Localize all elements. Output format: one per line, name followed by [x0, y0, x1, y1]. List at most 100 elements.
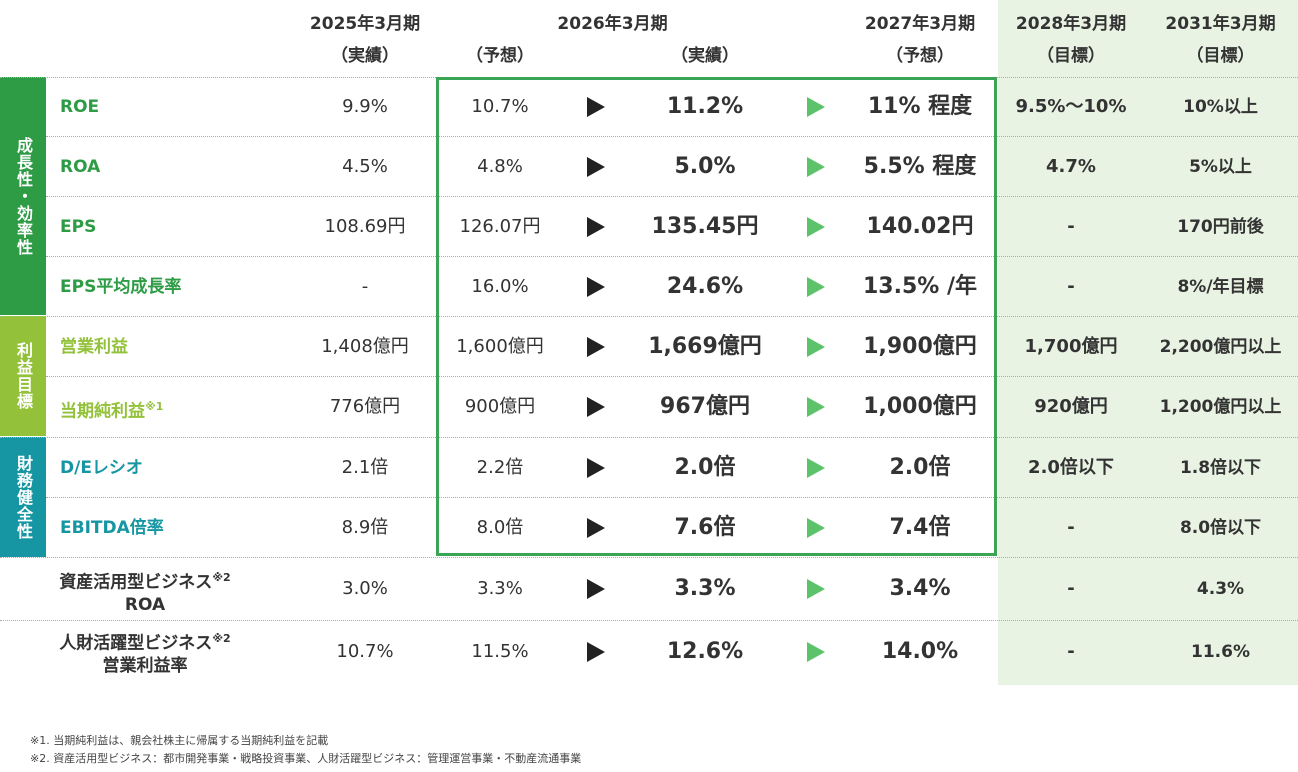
table-row: ROE 9.9% 10.7% 11.2% 11% 程度 9.5%〜10% 10%… — [0, 77, 1298, 137]
value-2026-actual: 5.0% — [674, 154, 736, 179]
value-2026-forecast: 11.5% — [471, 641, 529, 662]
header-2026-forecast: （予想） — [466, 46, 534, 66]
header-2025: 2025年3月期 （実績） — [300, 8, 430, 72]
header-2031: 2031年3月期 （目標） — [1148, 8, 1293, 72]
row-divider — [0, 437, 1298, 438]
row-divider — [46, 497, 1298, 498]
value-2031: 2,200億円以上 — [1159, 337, 1282, 357]
value-2026-actual: 135.45円 — [651, 214, 759, 239]
category-financial: 財務健全性 — [0, 437, 46, 557]
header-2027-type: （予想） — [886, 46, 954, 66]
value-2028: - — [1067, 517, 1075, 538]
value-2027: 7.4倍 — [889, 515, 951, 540]
value-2027: 1,900億円 — [863, 334, 977, 359]
value-2028: 2.0倍以下 — [1028, 457, 1114, 478]
arrow-icon — [586, 257, 606, 317]
value-2026-forecast: 126.07円 — [459, 216, 541, 237]
row-divider — [0, 557, 1298, 558]
row-divider — [46, 196, 1298, 197]
header-2026-actual: （実績） — [671, 46, 739, 66]
header-2028-year: 2028年3月期 — [1015, 14, 1127, 34]
header-2027: 2027年3月期 （予想） — [845, 8, 995, 72]
arrow-icon — [806, 438, 826, 498]
value-2026-forecast: 2.2倍 — [476, 457, 524, 478]
value-2028: - — [1067, 578, 1075, 599]
value-2025: 9.9% — [342, 96, 388, 117]
value-2028: 9.5%〜10% — [1015, 96, 1127, 117]
footnote-1: ※1. 当期純利益は、親会社株主に帰属する当期純利益を記載 — [30, 734, 329, 747]
value-2027: 140.02円 — [866, 214, 974, 239]
footnote-mark: ※2 — [212, 632, 231, 645]
value-2025: 776億円 — [329, 396, 401, 417]
value-2026-actual: 2.0倍 — [674, 455, 736, 480]
value-2025: 4.5% — [342, 156, 388, 177]
row-label: 当期純利益※1 — [60, 400, 164, 422]
row-label: 営業利益 — [60, 337, 128, 357]
table-row: EPS 108.69円 126.07円 135.45円 140.02円 - 17… — [0, 197, 1298, 257]
value-2027: 1,000億円 — [863, 394, 977, 419]
row-label: ROA — [60, 157, 101, 177]
value-2025: 10.7% — [336, 641, 394, 662]
row-divider — [46, 136, 1298, 137]
footnote-mark: ※2 — [212, 571, 231, 584]
arrow-icon — [586, 317, 606, 377]
highlight-box — [436, 77, 997, 556]
arrow-icon — [806, 377, 826, 437]
value-2027: 5.5% 程度 — [863, 154, 977, 179]
arrow-icon — [806, 197, 826, 257]
arrow-icon — [586, 438, 606, 498]
row-label: ROE — [60, 97, 100, 117]
table-row: 人財活躍型ビジネス※2 営業利益率 10.7% 11.5% 12.6% 14.0… — [0, 622, 1298, 682]
value-2026-forecast: 8.0倍 — [476, 517, 524, 538]
arrow-icon — [586, 197, 606, 257]
arrow-icon — [586, 498, 606, 558]
arrow-icon — [586, 559, 606, 619]
value-2026-forecast: 900億円 — [464, 396, 536, 417]
value-2028: - — [1067, 641, 1075, 662]
header-2025-type: （実績） — [331, 46, 399, 66]
header-2031-year: 2031年3月期 — [1165, 14, 1276, 34]
row-label: EPS — [60, 217, 97, 237]
category-growth: 成長性・効率性 — [0, 77, 46, 315]
value-2026-actual: 967億円 — [660, 394, 750, 419]
row-label: EBITDA倍率 — [60, 518, 164, 538]
value-2031: 11.6% — [1191, 642, 1250, 662]
arrow-icon — [806, 622, 826, 682]
value-2027: 14.0% — [881, 639, 959, 664]
value-2026-forecast: 4.8% — [477, 156, 523, 177]
arrow-icon — [806, 317, 826, 377]
value-2026-actual: 3.3% — [674, 576, 736, 601]
table-row: EPS平均成長率 - 16.0% 24.6% 13.5% /年 - 8%/年目標 — [0, 257, 1298, 317]
header-2031-type: （目標） — [1186, 46, 1255, 66]
header-2025-year: 2025年3月期 — [309, 14, 421, 34]
header-2026-year: 2026年3月期 — [557, 14, 668, 34]
row-divider — [46, 256, 1298, 257]
value-2026-forecast: 1,600億円 — [456, 336, 544, 357]
value-2025: 8.9倍 — [341, 517, 389, 538]
table-row: D/Eレシオ 2.1倍 2.2倍 2.0倍 2.0倍 2.0倍以下 1.8倍以下 — [0, 438, 1298, 498]
value-2028: 920億円 — [1034, 396, 1108, 417]
value-2031: 8%/年目標 — [1177, 277, 1264, 297]
row-label: D/Eレシオ — [60, 458, 143, 478]
table-row: 当期純利益※1 776億円 900億円 967億円 1,000億円 920億円 … — [0, 377, 1298, 437]
value-2028: - — [1067, 216, 1075, 237]
footnotes: ※1. 当期純利益は、親会社株主に帰属する当期純利益を記載 ※2. 資産活用型ビ… — [30, 732, 581, 768]
value-2031: 8.0倍以下 — [1179, 518, 1262, 538]
row-divider — [0, 316, 1298, 317]
row-divider — [0, 620, 1298, 621]
header-2028-type: （目標） — [1037, 46, 1105, 66]
value-2031: 5%以上 — [1189, 157, 1252, 177]
value-2027: 3.4% — [889, 576, 951, 601]
value-2026-forecast: 10.7% — [471, 96, 529, 117]
arrow-icon — [586, 622, 606, 682]
table-row: ROA 4.5% 4.8% 5.0% 5.5% 程度 4.7% 5%以上 — [0, 137, 1298, 197]
value-2031: 4.3% — [1196, 579, 1245, 599]
row-label: 資産活用型ビジネス※2 ROA — [59, 571, 231, 615]
target-columns-background — [998, 0, 1298, 685]
value-2025: 1,408億円 — [321, 336, 409, 357]
table-row: 資産活用型ビジネス※2 ROA 3.0% 3.3% 3.3% 3.4% - 4.… — [0, 559, 1298, 619]
footnote-mark: ※1 — [145, 400, 164, 413]
value-2031: 1,200億円以上 — [1159, 397, 1282, 417]
value-2027: 2.0倍 — [889, 455, 951, 480]
value-2031: 1.8倍以下 — [1179, 458, 1262, 478]
